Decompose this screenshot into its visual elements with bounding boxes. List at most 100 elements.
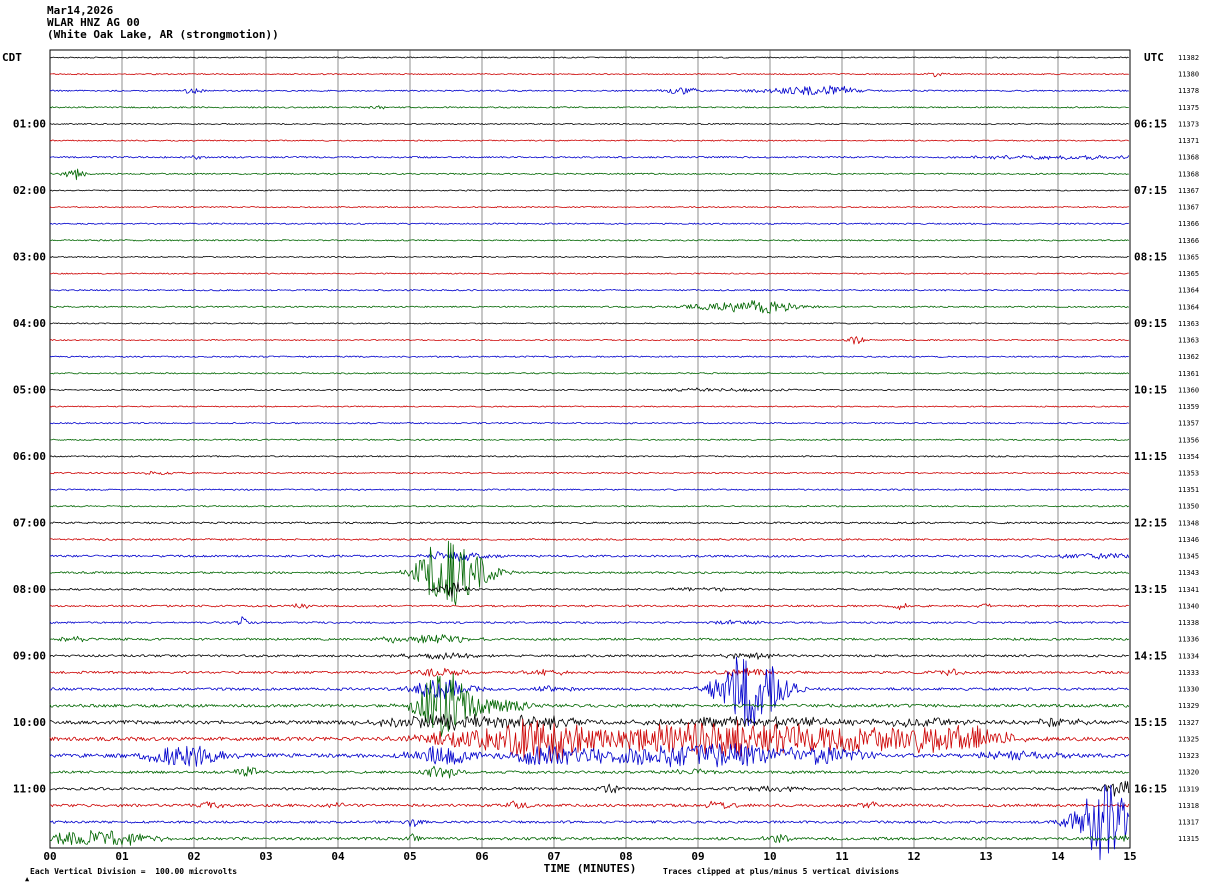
seismogram-trace-0730	[49, 551, 1130, 562]
trace-number: 11368	[1178, 170, 1199, 178]
x-tick-label: 02	[187, 850, 200, 863]
utc-hour-label: 07:15	[1134, 184, 1167, 197]
trace-number: 11373	[1178, 120, 1199, 128]
trace-number: 11315	[1178, 835, 1199, 843]
trace-number: 11364	[1178, 287, 1199, 295]
x-tick-label: 08	[619, 850, 632, 863]
trace-number: 11366	[1178, 237, 1199, 245]
seismogram-trace-0615	[49, 470, 1129, 476]
cdt-hour-label: 09:00	[13, 649, 46, 662]
seismogram-trace-0030	[49, 85, 1129, 96]
clip-note: Traces clipped at plus/minus 5 vertical …	[663, 867, 900, 876]
seismogram-trace-0945	[49, 673, 1130, 737]
cdt-hour-label: 08:00	[13, 583, 46, 596]
utc-hour-label: 12:15	[1134, 516, 1167, 529]
header-date: Mar14,2026	[47, 4, 114, 17]
trace-number: 11365	[1178, 270, 1199, 278]
seismogram-trace-0230	[49, 222, 1129, 225]
trace-number: 11363	[1178, 320, 1199, 328]
x-tick-label: 01	[115, 850, 129, 863]
trace-number: 11350	[1178, 503, 1199, 511]
trace-number: 11368	[1178, 154, 1199, 162]
corner-mark-icon: ▲	[25, 875, 30, 883]
trace-number: 11356	[1178, 436, 1199, 444]
trace-number: 11378	[1178, 87, 1199, 95]
seismogram-trace-1145	[49, 830, 1130, 846]
seismogram-trace-1015	[49, 718, 1130, 762]
seismogram-trace-0430	[49, 355, 1129, 358]
trace-number: 11346	[1178, 536, 1199, 544]
seismogram-trace-0315	[49, 272, 1129, 275]
trace-number: 11345	[1178, 553, 1199, 561]
x-tick-label: 10	[763, 850, 776, 863]
trace-number: 11353	[1178, 470, 1199, 478]
seismogram-trace-0145	[50, 168, 1129, 181]
seismogram-trace-1115	[49, 800, 1130, 809]
seismogram-trace-0515	[49, 405, 1129, 408]
scale-note: Each Vertical Division = 100.00 microvol…	[30, 867, 238, 876]
trace-number: 11382	[1178, 54, 1199, 62]
trace-number: 11327	[1178, 719, 1199, 727]
trace-number: 11343	[1178, 569, 1199, 577]
x-tick-label: 07	[547, 850, 560, 863]
x-tick-label: 15	[1123, 850, 1136, 863]
cdt-hour-label: 05:00	[13, 383, 46, 396]
trace-number: 11348	[1178, 519, 1199, 527]
seismogram-trace-0245	[49, 239, 1130, 242]
cdt-hour-label: 10:00	[13, 716, 46, 729]
seismogram-trace-0815	[49, 603, 1129, 611]
trace-number: 11360	[1178, 386, 1199, 394]
seismogram-trace-1000	[49, 713, 1130, 731]
seismogram-trace-1130	[49, 784, 1130, 861]
x-tick-label: 00	[43, 850, 56, 863]
trace-number: 11338	[1178, 619, 1199, 627]
cdt-hour-label: 06:00	[13, 450, 46, 463]
seismogram-trace-0500	[49, 387, 1129, 393]
trace-number: 11340	[1178, 602, 1199, 610]
trace-number: 11317	[1178, 819, 1199, 827]
trace-number: 11371	[1178, 137, 1199, 145]
header-station-code: WLAR HNZ AG 00	[47, 16, 140, 29]
seismogram-trace-0830	[49, 616, 1129, 625]
trace-number: 11361	[1178, 370, 1199, 378]
seismogram-trace-0915	[49, 667, 1130, 677]
utc-hour-label: 14:15	[1134, 649, 1167, 662]
trace-number: 11365	[1178, 253, 1199, 261]
utc-hour-label: 13:15	[1134, 583, 1167, 596]
x-tick-label: 13	[979, 850, 992, 863]
seismogram-trace-1100	[49, 780, 1130, 797]
trace-number: 11363	[1178, 337, 1199, 345]
right-timezone-label: UTC	[1144, 51, 1164, 64]
seismogram-trace-1030	[49, 743, 1130, 768]
seismogram-trace-0745	[49, 540, 1130, 606]
seismogram-trace-0300	[49, 255, 1129, 258]
trace-number: 11375	[1178, 104, 1199, 112]
utc-hour-label: 15:15	[1134, 716, 1167, 729]
cdt-hour-label: 11:00	[13, 782, 46, 795]
x-tick-label: 03	[259, 850, 272, 863]
seismogram-trace-0930	[49, 656, 1129, 727]
utc-hour-label: 06:15	[1134, 117, 1167, 130]
trace-number: 11336	[1178, 636, 1199, 644]
trace-number: 11366	[1178, 220, 1199, 228]
header-station-name: (White Oak Lake, AR (strongmotion))	[47, 28, 279, 41]
trace-number: 11320	[1178, 769, 1199, 777]
seismogram-trace-0800	[49, 581, 1130, 598]
seismogram-trace-0715	[50, 538, 1129, 541]
cdt-hour-label: 02:00	[13, 184, 46, 197]
cdt-hour-label: 03:00	[13, 250, 46, 263]
seismogram-trace-0330	[49, 289, 1130, 292]
trace-number: 11362	[1178, 353, 1199, 361]
x-tick-label: 05	[403, 850, 416, 863]
seismogram-trace-0545	[50, 438, 1130, 441]
plot-border	[49, 49, 1131, 849]
trace-number: 11330	[1178, 686, 1199, 694]
trace-number: 11323	[1178, 752, 1199, 760]
seismogram-trace-0845	[49, 634, 1130, 644]
trace-number: 11364	[1178, 303, 1199, 311]
seismogram-trace-0200	[49, 189, 1129, 192]
seismogram-trace-0000	[49, 56, 1129, 59]
seismogram-trace-0015	[49, 72, 1129, 78]
